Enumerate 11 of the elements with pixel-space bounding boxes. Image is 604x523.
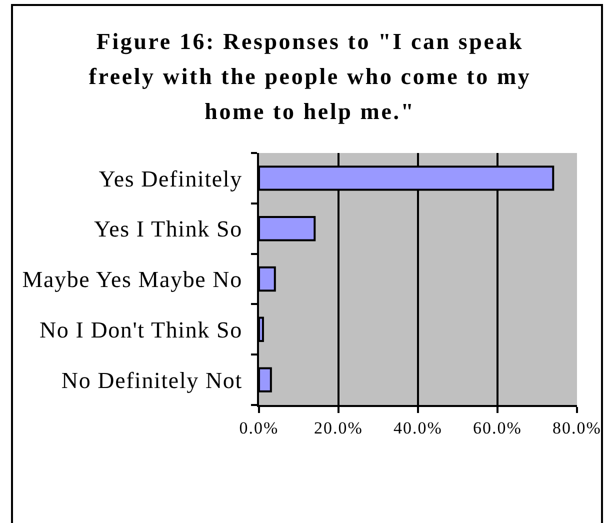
y-tick-label: Maybe Yes Maybe No [22,267,242,292]
y-tick-label: No I Don't Think So [39,317,242,342]
x-tick-label: 20.0% [314,418,363,438]
y-tick-label: No Definitely Not [61,368,242,393]
x-tick-label: 40.0% [394,418,442,438]
x-tick-label: 0.0% [239,418,279,438]
chart-title: Figure 16: Responses to "I can speak freely with the people who come to my home to help me." [88,28,532,126]
y-tick-label: Yes I Think So [94,216,242,242]
y-tick-label: Yes Definitely [98,166,242,192]
x-tick-label: 60.0% [473,418,522,438]
x-tick-label: 80.0% [552,418,602,438]
